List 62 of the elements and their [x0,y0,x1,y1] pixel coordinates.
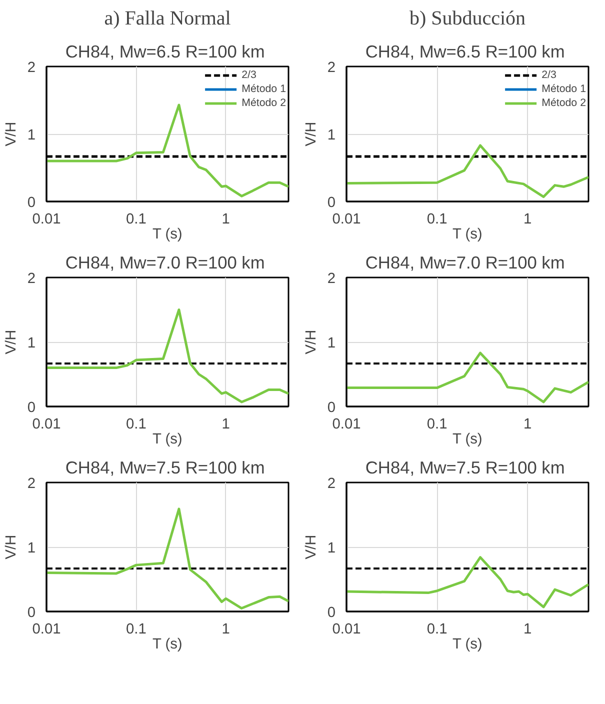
x-axis-title: T (s) [452,432,482,448]
x-tick-label: 1 [222,622,230,638]
y-tick-label: 2 [327,476,336,492]
y-tick-label: 0 [327,400,336,416]
x-tick-label: 0.1 [426,622,448,638]
y-tick-label: 1 [27,128,36,144]
x-tick-label: 0.01 [32,212,61,228]
y-tick-label: 2 [27,60,36,76]
x-tick-label: 0.1 [426,416,448,432]
y-tick-label: 0 [27,195,36,211]
x-tick-label: 0.1 [426,212,448,228]
y-axis-title: V/H [3,122,20,146]
x-tick-label: 0.01 [332,212,361,228]
legend-label: 2/3 [242,68,258,82]
x-axis-title: T (s) [152,432,182,448]
y-tick-label: 0 [327,195,336,211]
y-tick-label: 2 [327,60,336,76]
x-axis-title: T (s) [452,636,482,652]
y-tick-label: 1 [27,540,36,556]
chart-title: CH84, Mw=7.5 R=100 km [65,458,265,478]
chart-title: CH84, Mw=7.5 R=100 km [365,458,565,478]
x-tick-label: 1 [222,416,230,432]
x-tick-label: 1 [524,416,532,432]
chart-title: CH84, Mw=6.5 R=100 km [65,42,265,62]
y-tick-label: 0 [27,400,36,416]
y-tick-label: 1 [327,336,336,352]
x-tick-label: 1 [222,212,230,228]
x-axis-title: T (s) [152,636,182,652]
x-axis-title: T (s) [152,226,182,242]
x-tick-label: 0.01 [32,622,61,638]
y-tick-label: 1 [327,540,336,556]
legend-label: Método 1 [242,82,286,96]
y-axis-title: V/H [3,534,20,560]
chart-title: CH84, Mw=7.0 R=100 km [365,252,565,272]
x-tick-label: 0.01 [32,416,61,432]
y-tick-label: 1 [327,128,336,144]
x-axis-title: T (s) [452,226,482,242]
y-axis-title: V/H [303,534,320,560]
x-tick-label: 0.1 [126,416,146,432]
x-tick-label: 0.01 [332,622,361,638]
y-axis-title: V/H [303,330,320,354]
y-tick-label: 2 [27,476,36,492]
chart-title: CH84, Mw=7.0 R=100 km [65,252,265,272]
y-tick-label: 2 [327,271,336,287]
legend-label: Método 2 [542,96,586,110]
y-tick-label: 2 [27,271,36,287]
chart-title: CH84, Mw=6.5 R=100 km [365,42,565,62]
y-tick-label: 0 [27,605,36,621]
legend-label: 2/3 [542,68,558,82]
y-tick-label: 0 [327,605,336,621]
x-tick-label: 0.1 [126,622,146,638]
y-axis-title: V/H [3,330,20,354]
x-tick-label: 1 [524,622,532,638]
chart-subtitle: b) Subducción [409,8,526,30]
y-tick-label: 1 [27,336,36,352]
x-tick-label: 1 [524,212,532,228]
legend-label: Método 2 [242,96,286,110]
x-tick-label: 0.01 [332,416,361,432]
legend-label: Método 1 [542,82,586,96]
chart-subtitle: a) Falla Normal [104,8,232,30]
x-tick-label: 0.1 [126,212,146,228]
y-axis-title: V/H [303,122,320,146]
